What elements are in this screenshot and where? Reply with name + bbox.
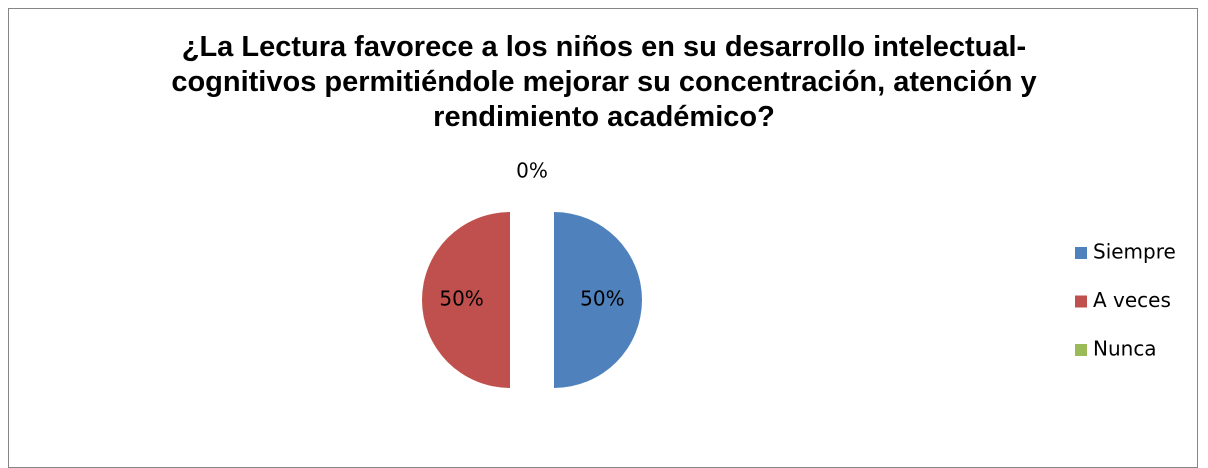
pie-slice — [422, 212, 510, 388]
legend-label: Siempre — [1093, 240, 1176, 264]
legend-label: A veces — [1093, 288, 1171, 312]
page: ¿La Lectura favorece a los niños en su d… — [8, 8, 1198, 468]
legend-swatch — [1075, 344, 1087, 356]
legend-swatch — [1075, 247, 1087, 259]
chart-title: ¿La Lectura favorece a los niños en su d… — [171, 31, 1037, 133]
data-label: 50% — [439, 287, 483, 311]
data-label: 0% — [516, 159, 548, 183]
chart: 50% 50% 0% Siempre A veces Nunca — [422, 159, 1176, 388]
pie-slice — [554, 212, 642, 388]
data-label: 50% — [580, 287, 624, 311]
legend-swatch — [1075, 295, 1087, 308]
legend-label: Nunca — [1093, 337, 1157, 361]
